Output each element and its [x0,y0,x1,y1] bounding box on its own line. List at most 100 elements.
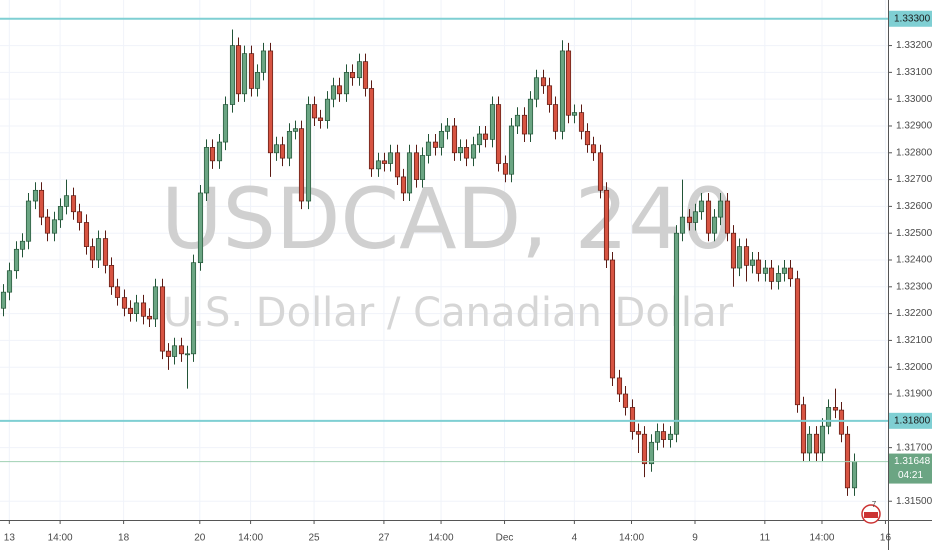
grid [0,0,888,520]
candle-body [108,265,115,288]
y-tick-label: 1.32900 [896,121,932,132]
price-label-bg [889,10,932,27]
candle-body [705,200,712,234]
candle-body [171,345,178,357]
candle-body [768,267,775,282]
x-tick-label: 25 [309,533,321,544]
candle-body [629,407,636,432]
candle-body [241,53,248,95]
candle-body [83,222,90,247]
candle-body [641,433,648,465]
candle-body [76,211,83,223]
candle-body [673,232,680,435]
candle-body [521,114,528,135]
candle-body [394,152,401,178]
price-label: 1.33300 [894,13,931,24]
candle-body [330,85,337,100]
candle-body [584,130,591,146]
candle-body [254,72,261,89]
candle-body [292,128,299,132]
candle-body [419,155,426,180]
candle-body [184,353,191,356]
candle-body [597,152,604,191]
candle-body [540,77,547,87]
watermark-symbol: USDCAD, 240 [161,170,735,268]
candle-body [508,125,515,175]
candle-body [38,189,45,218]
candle-body [121,297,128,309]
candle-body [559,50,566,132]
last-price-bg [889,453,932,484]
candle-body [19,240,26,250]
x-tick-label: Dec [496,533,514,544]
y-tick-label: 1.33100 [896,67,932,78]
candle-body [362,61,369,89]
candle-body [813,433,820,454]
x-tick-label: 4 [572,533,578,544]
candle-body [413,152,420,180]
y-tick-label: 1.32500 [896,228,932,239]
candle-body [749,259,756,266]
x-tick-label: 13 [4,533,16,544]
candle-body [609,259,616,379]
candle-body [622,393,629,408]
candle-body [654,431,661,443]
candle-body [736,246,743,269]
candle-body [502,163,509,175]
candle-body [825,407,832,427]
countdown: 04:21 [898,470,923,481]
candle-body [444,125,451,132]
candle-body [209,147,216,162]
y-tick-label: 1.32600 [896,201,932,212]
candle-body [375,160,382,170]
candle-body [578,112,585,132]
candle-body [229,45,236,105]
candle-body [13,248,20,272]
candle-body [400,176,407,194]
candle-body [603,189,610,261]
candle-body [552,104,559,132]
candle-body [70,195,77,213]
candle-body [102,238,109,266]
watermark-description: U.S. Dollar / Canadian Dollar [163,290,734,336]
candle-body [819,425,826,454]
candle-body [146,315,153,320]
y-tick-label: 1.32300 [896,281,932,292]
candle-body [648,441,655,465]
candle-body [438,130,445,148]
candle-body [514,114,521,127]
x-tick-label: 16 [880,533,892,544]
candle-body [495,104,502,164]
candle-body [114,286,121,298]
candle-body [63,195,70,207]
x-tick-label: 14:00 [429,533,454,544]
y-tick-label: 1.32100 [896,335,932,346]
candle-body [356,61,363,79]
candle-body [343,72,350,95]
candle-body [724,200,731,234]
x-tick-label: 14:00 [809,533,834,544]
price-label: 1.31800 [894,415,931,426]
candle-body [743,246,750,266]
candle-body [451,125,458,154]
candle-body [794,278,801,406]
candle-body [324,98,331,121]
candle-body [51,219,58,234]
candle-body [140,302,147,317]
candle-body [787,267,794,280]
candle-body [457,147,464,154]
candle-body [781,267,788,274]
candle-body [489,104,496,140]
x-tick-label: 20 [194,533,206,544]
last-price-label: 1.31648 [894,456,931,467]
candle-body [476,133,483,146]
candle-body [679,216,686,234]
candle-body [565,50,572,116]
candle-body [95,238,102,261]
candle-body [57,206,64,221]
candle-body [527,98,534,135]
candle-body [800,404,807,454]
x-tick-label: 18 [118,533,130,544]
candle-body [546,85,553,105]
candle-body [368,88,375,170]
